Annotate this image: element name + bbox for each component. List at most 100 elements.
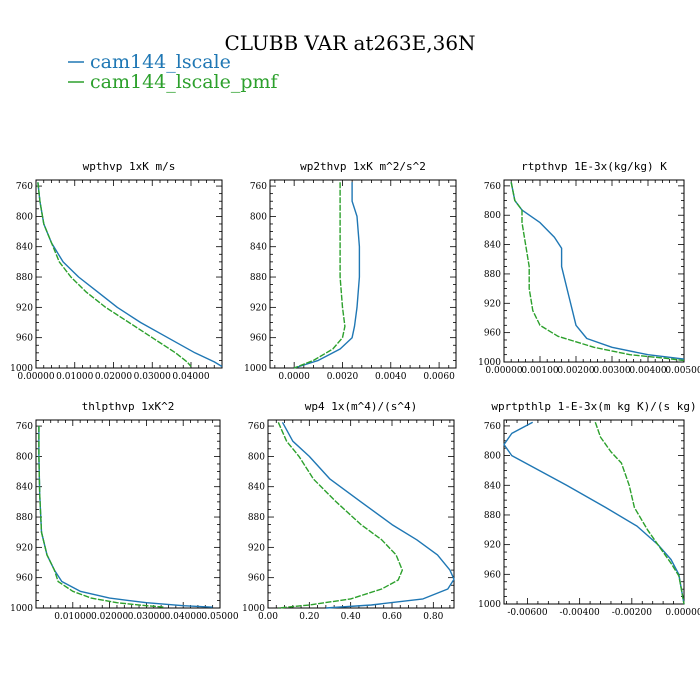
y-tick-label: 920 <box>250 303 267 313</box>
x-tick-label: 0.40 <box>341 612 361 622</box>
panel-5: wp4 1x(m^4)/(s^4)76080084088092096010000… <box>242 400 455 622</box>
y-tick-label: 840 <box>250 243 267 253</box>
y-tick-label: 760 <box>16 182 33 192</box>
y-tick-label: 1000 <box>478 358 501 368</box>
y-tick-label: 840 <box>484 241 501 251</box>
y-tick-label: 760 <box>484 422 501 432</box>
x-tick-label: 0.80 <box>423 612 443 622</box>
y-tick-label: 840 <box>248 483 265 493</box>
series-line-lscale <box>510 182 685 360</box>
y-tick-label: 960 <box>16 574 33 584</box>
y-tick-label: 960 <box>484 329 501 339</box>
panel-4: thlpthvp 1xK^2 760 800 840 880 920 960 1000 0.01… <box>10 400 239 622</box>
y-tick-label: 840 <box>484 481 501 491</box>
series-line-lscale-pmf <box>510 182 685 362</box>
panel-6: wprtpthlp 1-E-3x(m kg K)/(s kg) 760 800 840… <box>478 400 700 618</box>
panel-title: wp4 1x(m^4)/(s^4) <box>305 400 418 413</box>
y-tick-label: 880 <box>250 273 267 283</box>
x-tick-label: 0.00 <box>258 612 278 622</box>
y-tick-label: 800 <box>484 211 501 221</box>
y-tick-label: 1000 <box>10 364 33 374</box>
x-tick-label: 0.00300 <box>593 366 630 376</box>
series-line-lscale <box>293 182 361 369</box>
y-tick-label: 920 <box>484 541 501 551</box>
y-tick-label: 800 <box>248 452 265 462</box>
x-tick-label: -0.00400 <box>560 608 601 618</box>
x-tick-label: 0.00200 <box>557 366 594 376</box>
x-tick-label: 0.03000 <box>128 612 165 622</box>
x-tick-label: -0.00200 <box>612 608 653 618</box>
x-tick-label: 0.00000 <box>485 366 522 376</box>
y-tick-label: 1000 <box>242 604 265 614</box>
plot-frame <box>269 179 457 369</box>
y-tick-label: 1000 <box>10 604 33 614</box>
x-tick-label: 0.0000 <box>278 372 310 382</box>
x-tick-label: 0.20 <box>299 612 319 622</box>
panel-title: wpthvp 1xK m/s <box>83 160 176 173</box>
x-tick-label: 0.00000 <box>665 608 700 618</box>
series-line-lscale-pmf <box>293 182 346 369</box>
y-tick-label: 800 <box>16 452 33 462</box>
y-tick-label: 880 <box>248 513 265 523</box>
plot-frame <box>503 179 685 363</box>
panel-title: rtpthvp 1E-3x(kg/kg) K <box>521 160 667 173</box>
x-tick-label: 0.0060 <box>423 372 455 382</box>
x-tick-label: 0.02000 <box>91 612 128 622</box>
panels: wpthvp 1xK m/s76080084088092096010000.00… <box>10 160 700 622</box>
x-tick-label: 0.0040 <box>375 372 407 382</box>
x-tick-label: 0.01000 <box>56 372 93 382</box>
y-tick-label: 880 <box>484 270 501 280</box>
y-tick-label: 880 <box>16 513 33 523</box>
y-tick-label: 840 <box>16 483 33 493</box>
y-tick-label: 920 <box>248 543 265 553</box>
plot-frame <box>267 419 455 609</box>
y-tick-label: 760 <box>250 182 267 192</box>
y-tick-label: 960 <box>16 334 33 344</box>
x-tick-label: 0.00100 <box>521 366 558 376</box>
y-tick-label: 800 <box>250 212 267 222</box>
y-tick-label: 760 <box>16 422 33 432</box>
y-tick-label: 760 <box>484 182 501 192</box>
y-tick-label: 1000 <box>244 364 267 374</box>
figure-title: CLUBB VAR at263E,36N <box>224 31 475 55</box>
panel-title: wp2thvp 1xK m^2/s^2 <box>300 160 426 173</box>
series-line-lscale-pmf <box>277 422 403 609</box>
y-tick-label: 800 <box>484 452 501 462</box>
y-tick-label: 880 <box>484 511 501 521</box>
series-line-lscale-pmf <box>38 426 165 608</box>
plot-frame <box>35 419 221 609</box>
y-tick-label: 960 <box>248 574 265 584</box>
panel-2: wp2thvp 1xK m^2/s^2 760 800 840 880 920 960 100… <box>244 160 457 382</box>
legend-label-lscale: cam144_lscale <box>90 51 231 73</box>
y-tick-label: 960 <box>484 570 501 580</box>
x-tick-label: 0.04000 <box>172 372 209 382</box>
y-tick-label: 880 <box>16 273 33 283</box>
x-tick-label: 0.00500 <box>665 366 700 376</box>
x-tick-label: 0.00000 <box>17 372 54 382</box>
x-tick-label: 0.05000 <box>201 612 238 622</box>
plot-frame <box>503 419 685 605</box>
y-tick-label: 840 <box>16 243 33 253</box>
y-tick-label: 960 <box>250 334 267 344</box>
legend: cam144_lscale cam144_lscale_pmf <box>68 51 280 93</box>
y-tick-label: 920 <box>16 543 33 553</box>
y-tick-label: 800 <box>16 212 33 222</box>
x-tick-label: 0.0020 <box>327 372 359 382</box>
y-tick-label: 760 <box>248 422 265 432</box>
panel-title: thlpthvp 1xK^2 <box>82 400 175 413</box>
y-tick-label: 920 <box>16 303 33 313</box>
x-tick-label: 0.60 <box>382 612 402 622</box>
legend-label-lscale-pmf: cam144_lscale_pmf <box>90 71 280 93</box>
y-tick-label: 920 <box>484 299 501 309</box>
series-line-lscale <box>281 421 455 609</box>
y-tick-label: 1000 <box>478 600 501 610</box>
panel-1: wpthvp 1xK m/s 760 800 840 880 920 960 10000.00… <box>10 160 223 382</box>
x-tick-label: 0.03000 <box>134 372 171 382</box>
x-tick-label: 0.00400 <box>629 366 666 376</box>
x-tick-label: 0.01000 <box>54 612 91 622</box>
panel-title: wprtpthlp 1-E-3x(m kg K)/(s kg) <box>491 400 696 413</box>
panel-3: rtpthvp 1E-3x(kg/kg) K 760 800 840 880 920 960… <box>478 160 700 376</box>
x-tick-label: 0.02000 <box>95 372 132 382</box>
